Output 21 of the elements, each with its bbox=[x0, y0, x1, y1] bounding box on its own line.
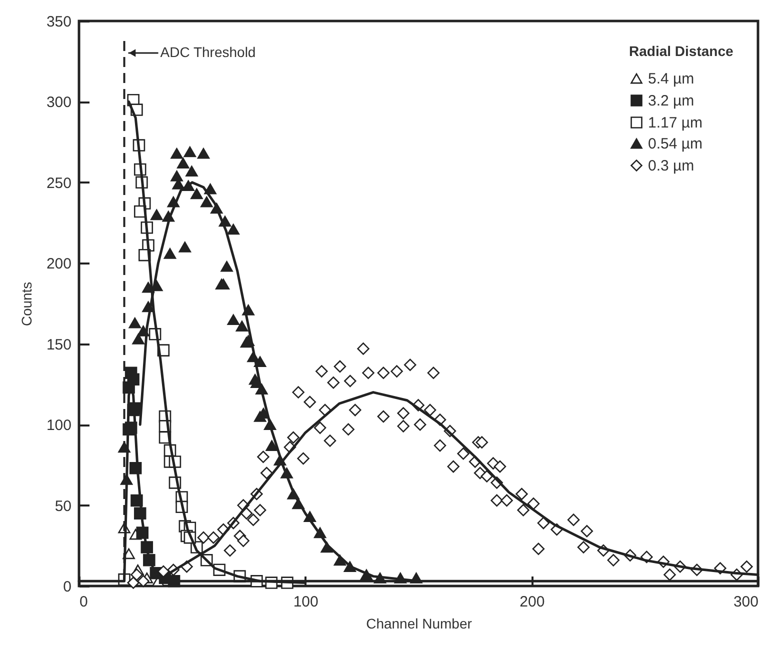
y-tick-label: 0 bbox=[63, 578, 72, 596]
y-tick-label: 350 bbox=[46, 14, 72, 30]
x-tick-label: 200 bbox=[520, 594, 545, 610]
legend-label: 5.4 µm bbox=[648, 70, 694, 88]
legend-title: Radial Distance bbox=[629, 43, 734, 59]
legend-label: 0.54 µm bbox=[648, 136, 702, 152]
legend-label: 1.17 µm bbox=[648, 114, 702, 132]
y-axis-title: Counts bbox=[18, 282, 34, 326]
y-tick-label: 150 bbox=[46, 336, 72, 354]
x-axis-title: Channel Number bbox=[366, 616, 472, 632]
x-tick-label: 100 bbox=[293, 594, 318, 610]
y-tick-label: 300 bbox=[46, 94, 72, 112]
y-tick-label: 50 bbox=[54, 498, 72, 515]
x-tick-label: 0 bbox=[80, 594, 88, 610]
y-tick-label: 250 bbox=[46, 174, 72, 192]
y-tick-label: 100 bbox=[46, 417, 72, 434]
x-tick-label: 300 bbox=[733, 594, 758, 610]
legend-label: 3.2 µm bbox=[648, 92, 694, 110]
legend-label: 0.3 µm bbox=[648, 158, 694, 174]
ref-line-label: ADC Threshold bbox=[160, 44, 256, 60]
y-tick-label: 200 bbox=[46, 256, 72, 273]
